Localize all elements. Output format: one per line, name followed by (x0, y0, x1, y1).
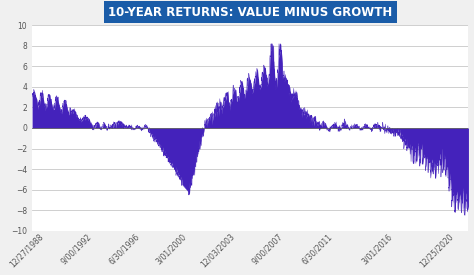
Title: 10-YEAR RETURNS: VALUE MINUS GROWTH: 10-YEAR RETURNS: VALUE MINUS GROWTH (108, 6, 392, 18)
